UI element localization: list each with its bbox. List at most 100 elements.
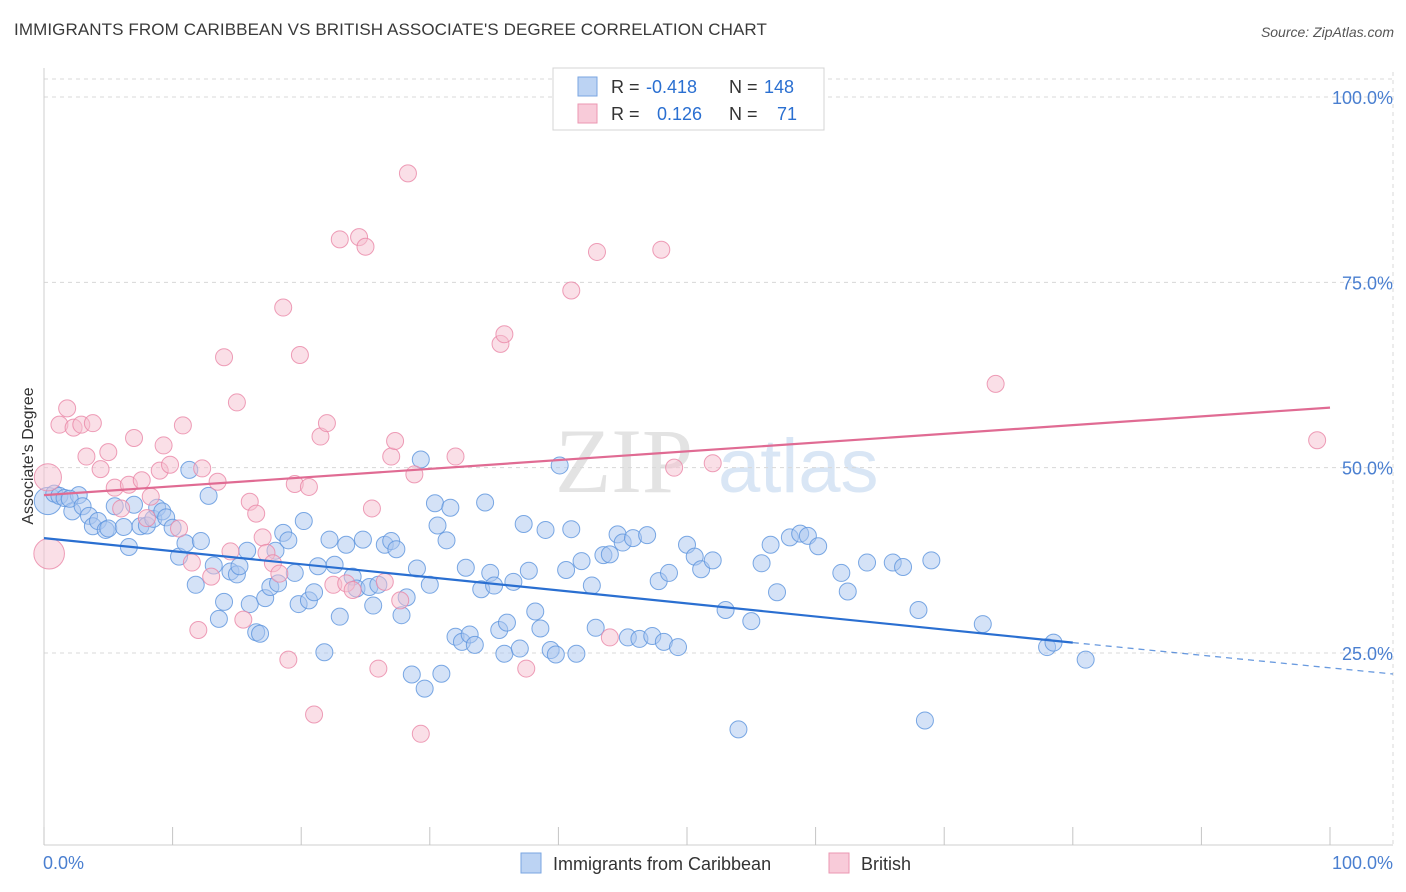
data-point [208, 472, 227, 491]
data-point [546, 645, 565, 664]
legend-label-caribbean: Immigrants from Caribbean [553, 854, 771, 874]
stats-legend-box [552, 67, 825, 131]
data-point [703, 454, 722, 473]
data-point [364, 596, 383, 615]
data-point [251, 624, 270, 643]
data-point [91, 460, 110, 479]
data-point [729, 720, 748, 739]
data-point [922, 551, 941, 570]
data-point [170, 519, 189, 538]
data-point [315, 643, 334, 662]
data-point [191, 532, 210, 551]
data-point [234, 610, 253, 629]
stats-r-label-caribbean: R = [611, 77, 640, 97]
data-point [215, 592, 234, 611]
data-point [387, 540, 406, 559]
data-point [402, 665, 421, 684]
data-point [986, 374, 1005, 393]
data-point [285, 563, 304, 582]
data-point [415, 679, 434, 698]
stats-r-label-british: R = [611, 104, 640, 124]
data-point [858, 553, 877, 572]
data-point [369, 659, 388, 678]
data-point [526, 602, 545, 621]
data-point [330, 607, 349, 626]
data-point [99, 443, 118, 462]
data-point [290, 345, 309, 364]
data-point [485, 576, 504, 595]
y-tick-labels: 25.0% 50.0% 75.0% 100.0% [1332, 88, 1393, 664]
data-point [562, 281, 581, 300]
data-point [752, 554, 771, 573]
data-point [33, 537, 65, 570]
data-point [405, 465, 424, 484]
data-point [909, 601, 928, 620]
legend-swatch-caribbean [520, 852, 542, 874]
data-point [915, 711, 934, 730]
axes [43, 68, 1393, 846]
data-point [572, 552, 591, 571]
data-point [742, 612, 761, 631]
data-point [519, 561, 538, 580]
data-point [186, 575, 205, 594]
data-point [411, 724, 430, 743]
data-point [270, 564, 289, 583]
data-point [495, 644, 514, 663]
data-point [600, 545, 619, 564]
data-point [437, 531, 456, 550]
data-point [189, 621, 208, 640]
data-point [375, 572, 394, 591]
x-tick-label: 0.0% [43, 853, 84, 873]
data-point [247, 504, 266, 523]
watermark: ZIP atlas [555, 410, 879, 512]
data-point [1308, 431, 1327, 450]
trend-lines [43, 406, 1394, 675]
data-point [202, 567, 221, 586]
stats-n-value-british: 71 [777, 104, 797, 124]
data-point [476, 493, 495, 512]
stats-legend-swatch-british [577, 103, 598, 124]
data-point [382, 447, 401, 466]
data-point [456, 558, 475, 577]
data-point [894, 558, 913, 577]
data-point [1076, 650, 1095, 669]
data-point [356, 237, 375, 256]
data-point [562, 520, 581, 539]
series-british-points [33, 164, 1327, 743]
data-point [83, 414, 102, 433]
stats-n-label-british: N = [729, 104, 758, 124]
data-point [510, 639, 529, 658]
data-point [428, 516, 447, 535]
data-point [209, 609, 228, 628]
data-point [1044, 633, 1063, 652]
data-point [465, 635, 484, 654]
data-point [586, 618, 605, 637]
trend-line-british [43, 406, 1331, 497]
data-point [425, 494, 444, 513]
data-point [199, 486, 218, 505]
data-point [659, 563, 678, 582]
legend-swatch-british [828, 852, 850, 874]
stats-n-label-caribbean: N = [729, 77, 758, 97]
data-point [446, 447, 465, 466]
data-point [238, 541, 257, 560]
y-tick-label: 25.0% [1342, 644, 1393, 664]
data-point [557, 560, 576, 579]
trend-line-caribbean [43, 536, 1073, 644]
data-point [411, 450, 430, 469]
data-point [320, 530, 339, 549]
data-point [299, 477, 318, 496]
data-point [582, 576, 601, 595]
stats-r-value-caribbean: -0.418 [646, 77, 697, 97]
data-point [230, 557, 249, 576]
data-point [362, 499, 381, 518]
chart-title: IMMIGRANTS FROM CARIBBEAN VS BRITISH ASS… [14, 20, 767, 39]
data-point [536, 520, 555, 539]
data-point [652, 240, 671, 259]
y-axis-label: Associate's Degree [20, 387, 37, 524]
data-point [638, 526, 657, 545]
data-point [703, 551, 722, 570]
data-point [305, 705, 324, 724]
data-point [279, 531, 298, 550]
